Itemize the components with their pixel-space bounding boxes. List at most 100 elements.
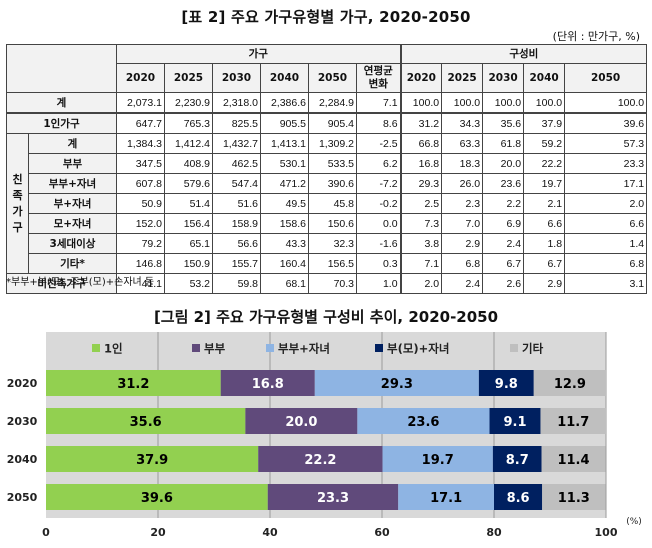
table-row: 3세대이상 79.2 65.1 56.6 43.3 32.3 -1.6 3.8 2.9 2.4 1.… <box>7 233 648 254</box>
data-label: 20.0 <box>285 415 317 430</box>
composition-value: 34.3 <box>441 112 484 134</box>
household-value: 53.2 <box>164 273 213 294</box>
composition-value: 3.8 <box>399 233 443 254</box>
composition-value: 37.9 <box>523 112 566 134</box>
data-label: 31.2 <box>117 377 149 392</box>
header-households: 가구 <box>115 44 402 64</box>
legend-swatch <box>266 344 274 352</box>
family-group-char: 친 <box>12 172 23 186</box>
header-comp-year: 2020 <box>399 63 443 93</box>
household-table: 가구 구성비 2020 2025 2030 2040 2050 연평균 변화 20… <box>6 44 648 294</box>
household-value: 155.7 <box>212 253 261 274</box>
annual-change-value: -7.2 <box>355 173 402 194</box>
data-label: 17.1 <box>430 491 462 506</box>
table-row: 부부 347.5 408.9 462.5 530.1 533.5 6.2 16.8 18.3 20… <box>7 153 648 174</box>
composition-value: 2.0 <box>564 193 648 214</box>
data-label: 11.4 <box>557 453 589 468</box>
x-tick-label: 20 <box>150 526 166 539</box>
bar-segment <box>540 408 606 434</box>
household-value: 146.8 <box>116 253 165 274</box>
x-unit-label: (%) <box>626 517 642 527</box>
row-label: 계 <box>28 133 117 154</box>
annual-change-value: 8.6 <box>355 112 402 134</box>
x-tick-label: 60 <box>374 526 390 539</box>
composition-value: 3.1 <box>564 273 648 294</box>
household-value: 65.1 <box>164 233 213 254</box>
household-value: 905.4 <box>308 112 357 134</box>
household-value: 150.6 <box>308 213 357 234</box>
composition-value: 23.6 <box>482 173 525 194</box>
household-value: 905.5 <box>260 112 309 134</box>
bar-segment <box>267 484 399 510</box>
composition-value: 35.6 <box>482 112 525 134</box>
household-value: 59.8 <box>212 273 261 294</box>
composition-value: 100.0 <box>441 92 484 114</box>
household-value: 462.5 <box>212 153 261 174</box>
household-value: 607.8 <box>116 173 165 194</box>
row-label: 기타* <box>28 253 117 274</box>
y-category-label: 2040 <box>7 453 38 466</box>
composition-value: 2.9 <box>523 273 566 294</box>
household-value: 156.4 <box>164 213 213 234</box>
family-group-char: 구 <box>12 220 23 234</box>
table-row: 부+자녀 50.9 51.4 51.6 49.5 45.8 -0.2 2.5 2.3 2.2 2.1… <box>7 193 648 214</box>
household-value: 579.6 <box>164 173 213 194</box>
composition-value: 6.7 <box>523 253 566 274</box>
annual-change-value: 0.0 <box>355 213 402 234</box>
data-label: 23.6 <box>407 415 439 430</box>
composition-value: 2.3 <box>441 193 484 214</box>
composition-value: 100.0 <box>399 92 443 114</box>
table-row: 계 2,073.1 2,230.9 2,318.0 2,386.6 2,284.9 7.1 1… <box>6 92 648 114</box>
composition-value: 31.2 <box>399 112 443 134</box>
table-row: 1인가구 647.7 765.3 825.5 905.5 905.4 8.6 31.2 34.3… <box>6 112 648 134</box>
composition-value: 39.6 <box>564 112 648 134</box>
table-title: [표 2] 주요 가구유형별 가구, 2020-2050 <box>181 8 471 26</box>
household-value: 32.3 <box>308 233 357 254</box>
composition-value: 22.2 <box>523 153 566 174</box>
family-group-char: 족 <box>12 188 23 202</box>
x-tick-label: 40 <box>262 526 278 539</box>
row-label: 3세대이상 <box>28 233 117 254</box>
figure-title: [그림 2] 주요 가구유형별 구성비 추이, 2020-2050 <box>153 308 499 326</box>
bar-segment <box>46 484 268 510</box>
annual-change-value: -0.2 <box>355 193 402 214</box>
composition-value: 61.8 <box>482 133 525 154</box>
data-label: 11.3 <box>558 491 590 506</box>
composition-value: 57.3 <box>564 133 648 154</box>
y-category-label: 2050 <box>7 491 38 504</box>
header-row-years: 2020 2025 2030 2040 2050 연평균 변화 2020 2025… <box>7 63 648 93</box>
household-value: 51.4 <box>164 193 213 214</box>
household-value: 51.6 <box>212 193 261 214</box>
annual-change-value: 0.3 <box>355 253 402 274</box>
bar-segment <box>489 408 541 434</box>
row-label: 계 <box>6 92 117 114</box>
household-value: 825.5 <box>212 112 261 134</box>
header-annual-change-l2: 변화 <box>368 78 388 90</box>
table-footnote: *부부+부(모), 조부(모)+손자녀 등 <box>6 277 155 288</box>
header-comp-year: 2040 <box>523 63 566 93</box>
bar-segment <box>46 370 221 396</box>
composition-value: 100.0 <box>482 92 525 114</box>
row-label: 비친족가구 <box>6 273 117 294</box>
bar-segment <box>382 446 493 472</box>
legend-label: 부부+자녀 <box>278 342 330 356</box>
bar-segment <box>494 484 543 510</box>
composition-value: 2.1 <box>523 193 566 214</box>
header-comp-year: 2050 <box>564 63 648 93</box>
data-label: 35.6 <box>130 415 162 430</box>
data-label: 39.6 <box>141 491 173 506</box>
composition-value: 2.9 <box>441 233 484 254</box>
composition-value: 7.0 <box>441 213 484 234</box>
table-body: 계 2,073.1 2,230.9 2,318.0 2,386.6 2,284.9 7.1 1… <box>6 92 648 294</box>
composition-value: 7.3 <box>399 213 443 234</box>
bar-segment <box>314 370 479 396</box>
y-category-label: 2020 <box>7 377 38 390</box>
legend-label: 기타 <box>522 342 544 356</box>
household-value: 1,432.7 <box>212 133 261 154</box>
household-value: 2,318.0 <box>212 92 261 114</box>
composition-value: 100.0 <box>564 92 648 114</box>
household-value: 152.0 <box>116 213 165 234</box>
header-composition: 구성비 <box>399 44 648 64</box>
bar-segment <box>245 408 358 434</box>
